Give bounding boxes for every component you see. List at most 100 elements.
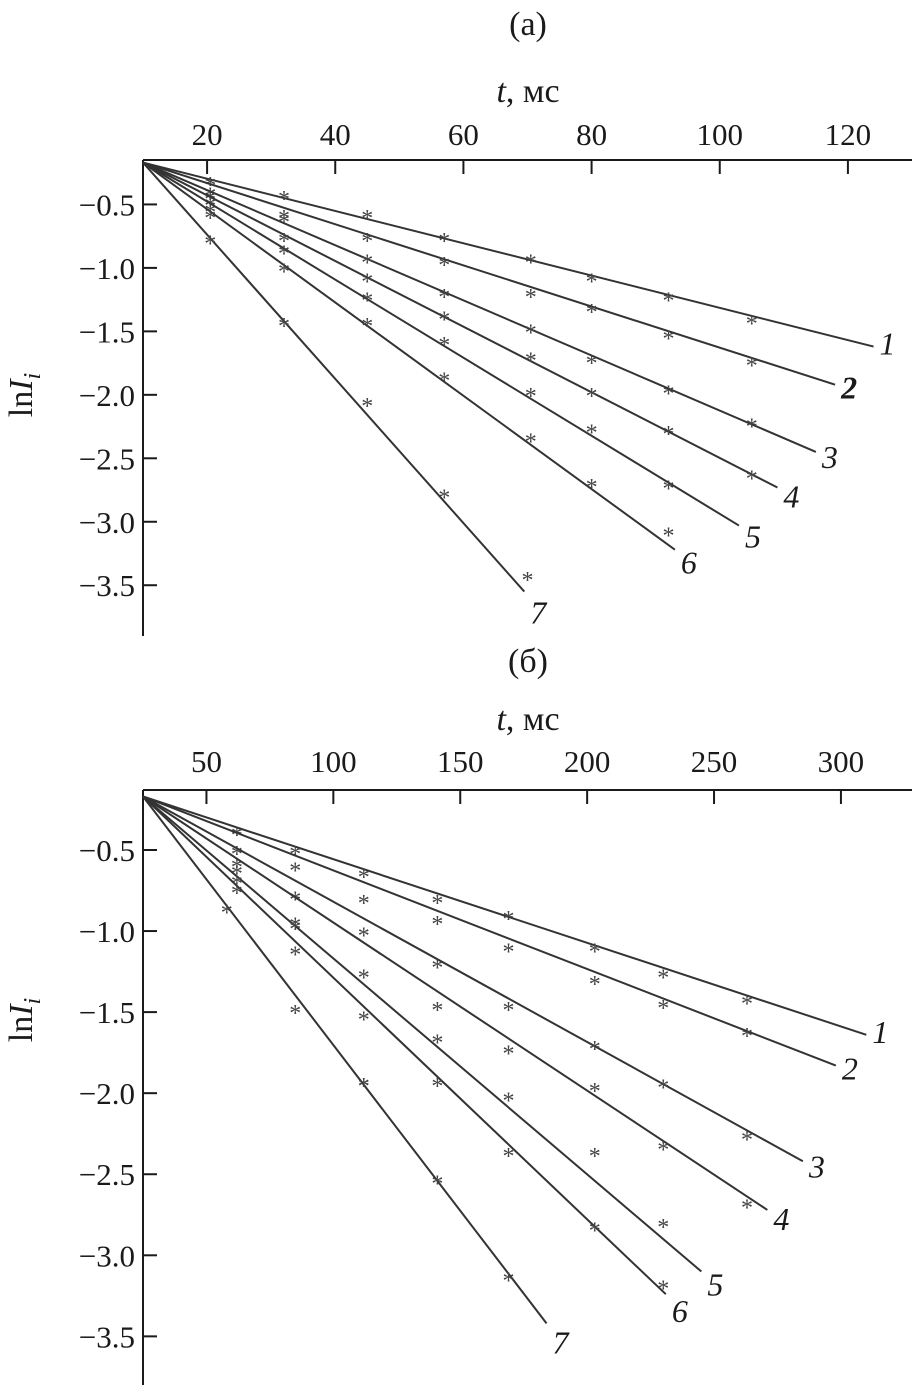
x-tick-label: 20 (192, 117, 223, 152)
x-axis-variable: t (496, 701, 507, 738)
series-7: *****7 (142, 795, 571, 1360)
data-point: * (662, 381, 674, 407)
fit-line-7 (142, 795, 548, 1325)
data-point: * (361, 394, 373, 420)
x-axis-title: t, мс (496, 701, 559, 738)
panel-label: (б) (508, 643, 548, 680)
x-tick-label: 50 (191, 744, 222, 779)
data-point: * (278, 210, 290, 236)
data-point: * (438, 285, 450, 311)
curve-label-6: 6 (672, 1293, 688, 1329)
data-point: * (438, 333, 450, 359)
y-tick-label: −1.5 (79, 314, 135, 349)
data-point: * (662, 327, 674, 353)
data-point: * (361, 314, 373, 340)
fit-line-5 (142, 161, 740, 527)
data-point: * (358, 1074, 370, 1100)
data-point: * (657, 1137, 669, 1163)
curve-label-1: 1 (880, 326, 896, 362)
data-point: * (358, 891, 370, 917)
fit-line-3 (142, 161, 817, 453)
data-point: * (746, 466, 758, 492)
fit-line-4 (142, 795, 768, 1211)
data-point: * (657, 1277, 669, 1303)
data-point: * (361, 270, 373, 296)
data-point: * (586, 351, 598, 377)
data-point: * (586, 270, 598, 296)
data-point: * (589, 940, 601, 966)
data-point: * (525, 430, 537, 456)
data-point: * (204, 187, 216, 213)
fit-line-5 (142, 795, 702, 1273)
y-tick-label: −2.5 (79, 441, 135, 476)
series-7: *****7 (142, 161, 548, 631)
fit-line-1 (142, 795, 867, 1036)
data-point: * (657, 965, 669, 991)
series-2: ********2 (142, 795, 858, 1087)
data-point: * (502, 940, 514, 966)
fit-line-1 (142, 161, 874, 348)
data-point: * (746, 311, 758, 337)
series-4: ******** 4 (142, 161, 799, 514)
data-point: * (657, 1076, 669, 1102)
data-point: * (438, 253, 450, 279)
x-tick-label: 100 (310, 744, 357, 779)
data-point: * (589, 1144, 601, 1170)
data-point: * (502, 1042, 514, 1068)
data-point: * (431, 1030, 443, 1056)
series-5: *******5 (142, 161, 761, 555)
data-point: * (358, 865, 370, 891)
panel-label: (а) (509, 6, 547, 43)
series-1: ********1 (142, 161, 896, 362)
data-point: * (358, 923, 370, 949)
x-tick-label: 200 (564, 744, 611, 779)
data-point: * (586, 475, 598, 501)
data-point: * (502, 1144, 514, 1170)
y-axis-title: lnIi (3, 373, 46, 417)
data-point: * (662, 289, 674, 315)
data-point: * (289, 1001, 301, 1027)
series-6: *******6 (142, 795, 688, 1329)
data-point: * (522, 568, 534, 594)
series-4: ******** 4 (142, 795, 789, 1237)
curve-label-2: 2 (842, 1051, 858, 1087)
data-point: * (204, 232, 216, 258)
y-axis-subscript: i (20, 998, 46, 1005)
data-point: * (741, 991, 753, 1017)
data-point: * (525, 348, 537, 374)
x-tick-label: 40 (320, 117, 351, 152)
data-point: * (431, 998, 443, 1024)
data-point: * (657, 1215, 669, 1241)
data-point: * (278, 229, 290, 255)
data-point: * (231, 862, 243, 888)
data-point: * (358, 965, 370, 991)
x-tick-label: 250 (691, 744, 738, 779)
x-tick-label: 80 (576, 117, 607, 152)
data-point: * (741, 1024, 753, 1050)
data-point: * (525, 384, 537, 410)
fit-line-6 (142, 161, 676, 551)
y-tick-label: −3.5 (79, 568, 135, 603)
fit-line-2 (142, 161, 836, 386)
data-point: * (746, 353, 758, 379)
series-6: *******6 (142, 161, 697, 581)
data-point: * (358, 1008, 370, 1034)
series-3: ********3 (142, 795, 825, 1184)
data-point: * (525, 251, 537, 277)
data-point: * (361, 289, 373, 315)
data-point: * (662, 422, 674, 448)
data-point: * (589, 972, 601, 998)
x-tick-label: 300 (818, 744, 865, 779)
data-point: * (746, 414, 758, 440)
data-point: * (525, 320, 537, 346)
data-point: * (278, 314, 290, 340)
data-point: * (438, 369, 450, 395)
y-tick-label: −3.0 (79, 1238, 135, 1273)
curve-label-3: 3 (821, 439, 838, 475)
x-tick-label: 100 (697, 117, 744, 152)
data-point: * (741, 1196, 753, 1222)
x-axis-unit: , мс (506, 701, 560, 738)
data-point: * (741, 1128, 753, 1154)
y-axis-title: lnIi (3, 998, 46, 1042)
